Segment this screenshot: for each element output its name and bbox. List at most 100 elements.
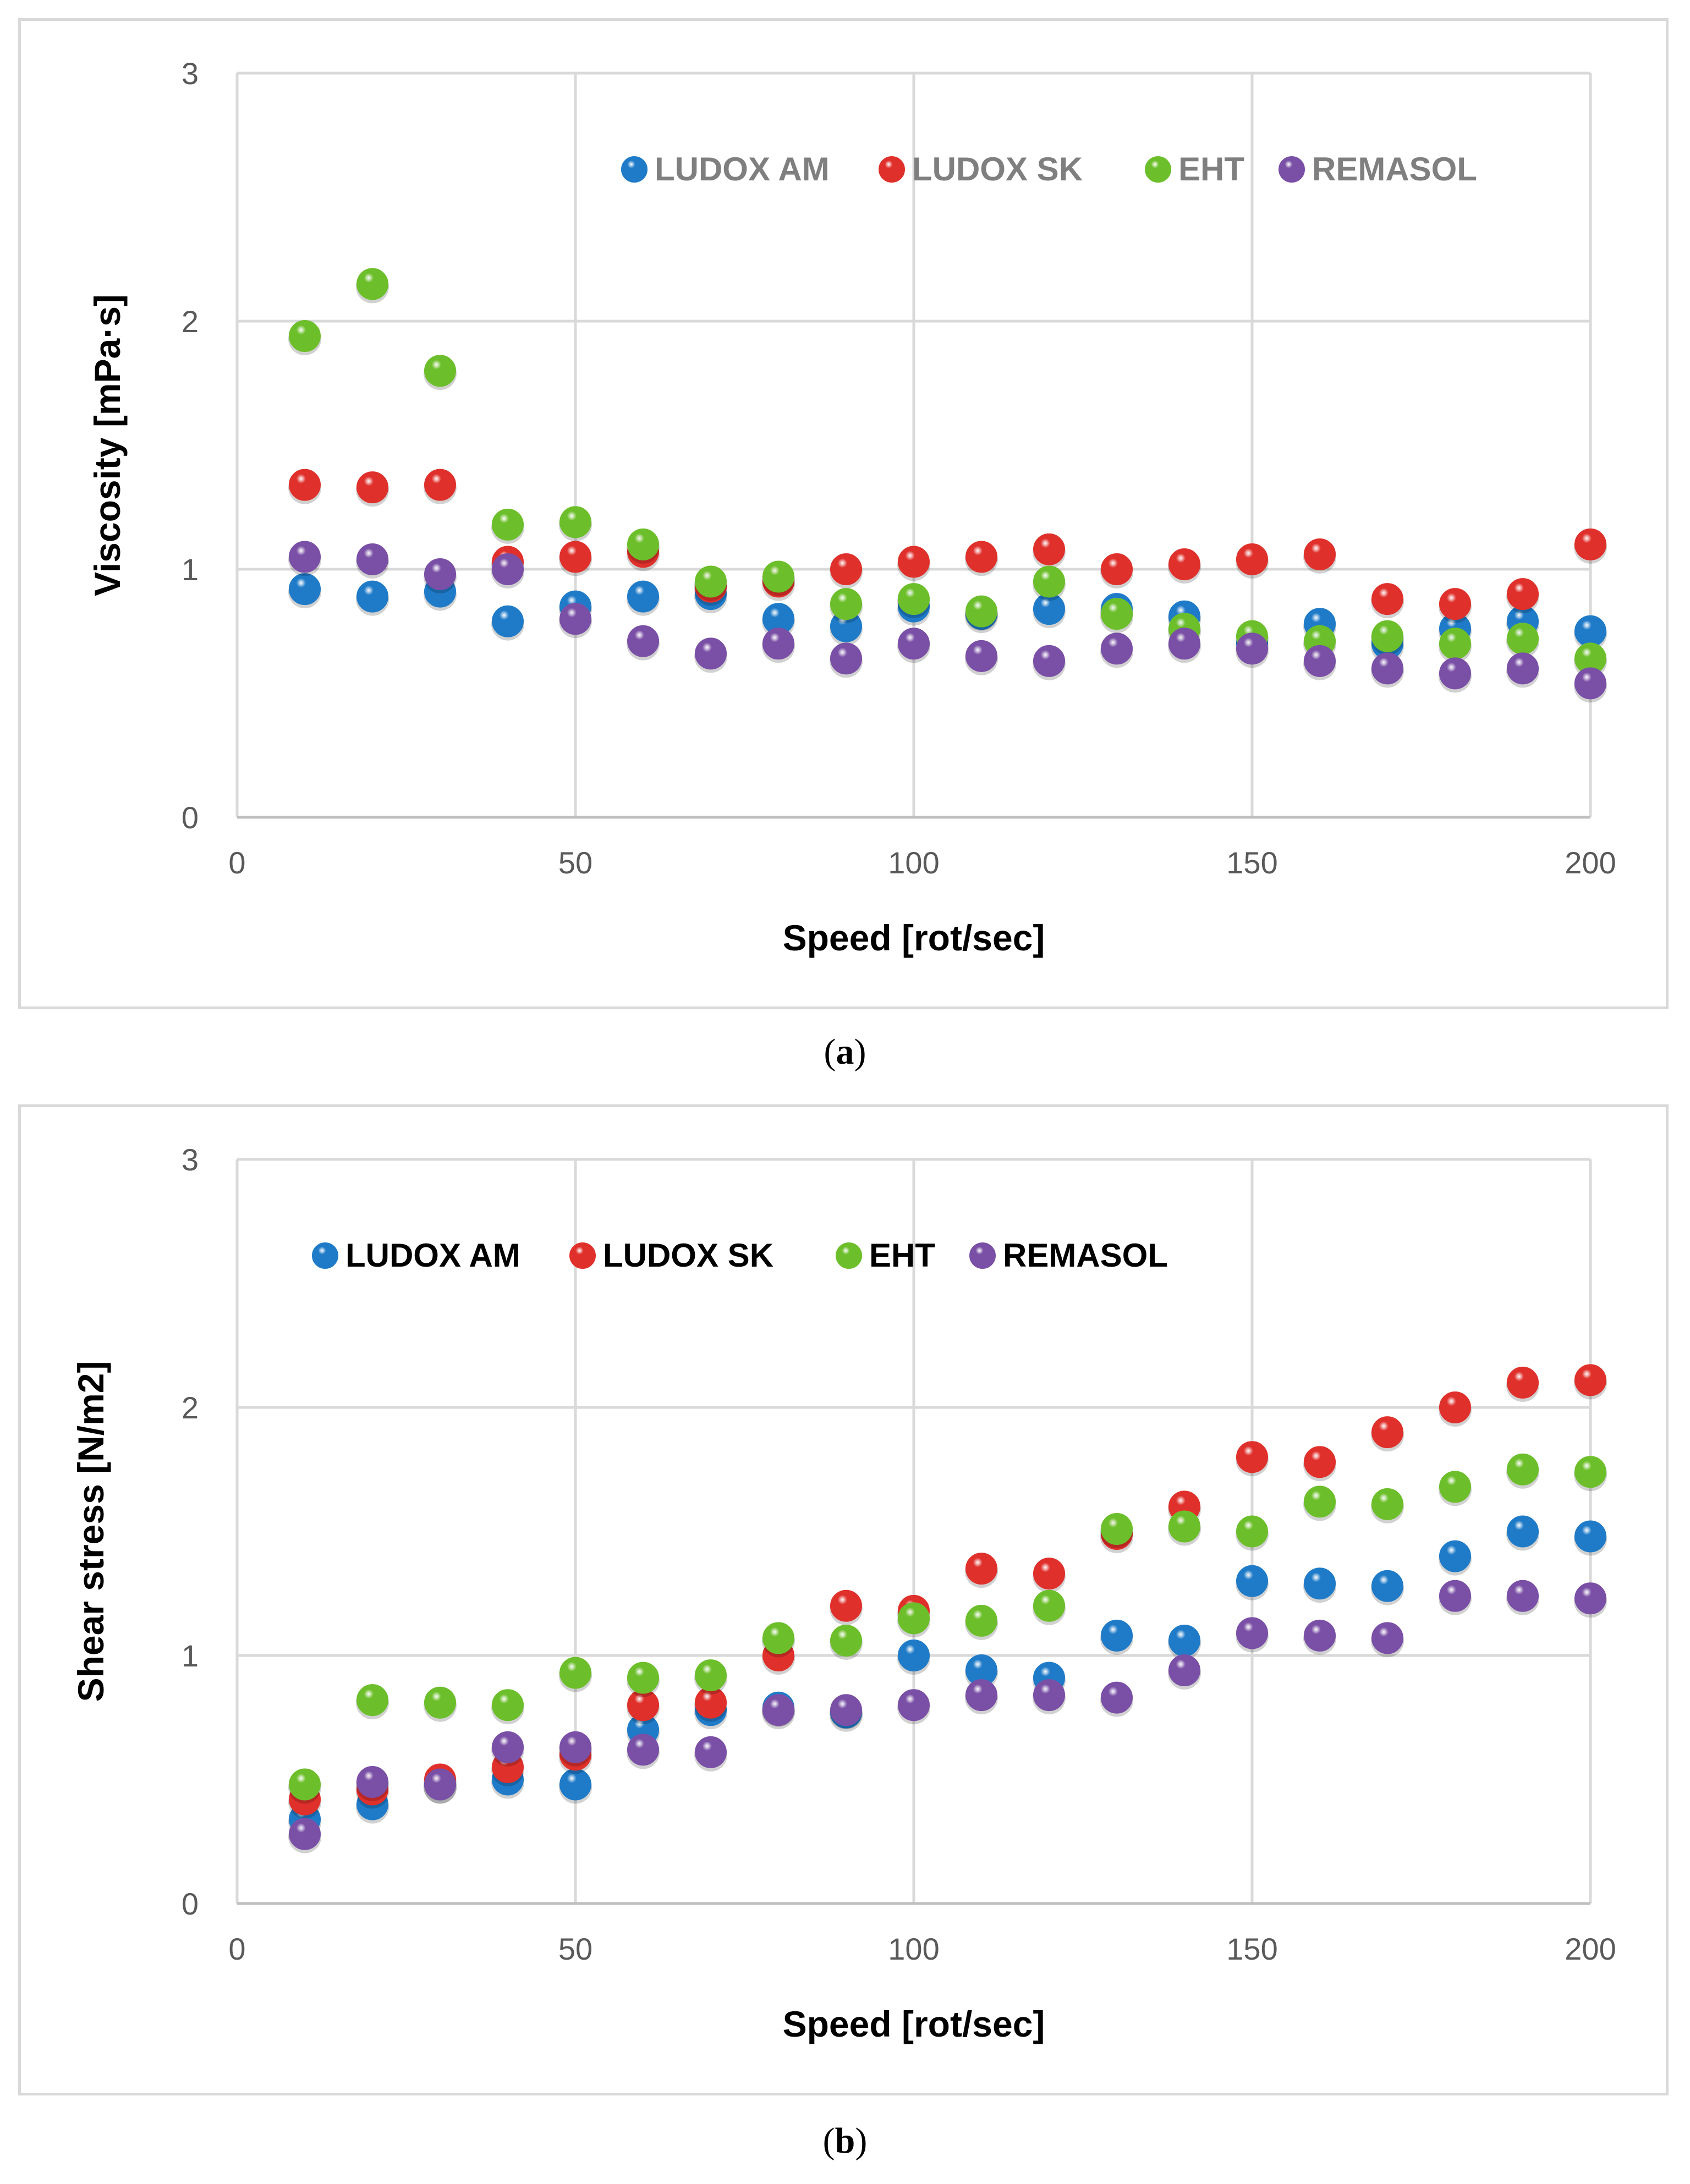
point-remasol-160 bbox=[1304, 1619, 1336, 1652]
point-ludox-am-20 bbox=[356, 580, 388, 613]
point-eht-120 bbox=[1033, 1589, 1065, 1622]
point-ludox-sk-160 bbox=[1304, 538, 1336, 570]
point-eht-80 bbox=[762, 1622, 794, 1654]
chart-panel-b: 0 1 2 3 0 50 100 150 200 Speed [rot/sec] Shear str… bbox=[18, 1104, 1669, 2095]
point-eht-60 bbox=[627, 528, 659, 560]
point-remasol-70 bbox=[695, 637, 727, 670]
point-eht-20 bbox=[356, 1684, 388, 1717]
point-remasol-40 bbox=[492, 553, 524, 585]
y-tick-label: 2 bbox=[182, 304, 199, 339]
point-ludox-am-60 bbox=[627, 580, 659, 613]
series-eht bbox=[288, 268, 1607, 678]
point-eht-160 bbox=[1304, 1486, 1336, 1518]
point-remasol-110 bbox=[965, 640, 997, 672]
point-eht-140 bbox=[1168, 1510, 1200, 1543]
point-eht-170 bbox=[1371, 620, 1403, 652]
point-remasol-180 bbox=[1439, 657, 1471, 690]
point-eht-130 bbox=[1101, 598, 1133, 630]
point-ludox-am-200 bbox=[1574, 615, 1606, 647]
point-ludox-am-190 bbox=[1507, 1515, 1539, 1548]
y-axis-title: Viscosity [mPa·s] bbox=[87, 294, 128, 596]
point-ludox-am-170 bbox=[1371, 1570, 1403, 1602]
point-eht-200 bbox=[1574, 1456, 1606, 1488]
x-axis-title: Speed [rot/sec] bbox=[783, 2004, 1045, 2044]
caption-a: (a) bbox=[824, 1032, 866, 1072]
point-ludox-sk-170 bbox=[1371, 583, 1403, 615]
point-eht-180 bbox=[1439, 628, 1471, 660]
x-tick-label: 50 bbox=[558, 845, 592, 880]
point-eht-30 bbox=[424, 1686, 456, 1719]
point-remasol-30 bbox=[424, 1768, 456, 1801]
point-eht-170 bbox=[1371, 1488, 1403, 1520]
legend-marker-eht bbox=[1145, 156, 1171, 183]
point-ludox-am-100 bbox=[898, 1640, 930, 1671]
y-tick-label: 0 bbox=[182, 800, 199, 835]
point-eht-100 bbox=[898, 1602, 930, 1635]
point-ludox-sk-200 bbox=[1574, 1364, 1606, 1396]
legend-marker-remasol bbox=[1279, 156, 1305, 183]
legend-marker-remasol bbox=[969, 1242, 996, 1269]
point-eht-30 bbox=[424, 355, 456, 387]
point-eht-10 bbox=[289, 320, 321, 353]
legend-label-ludox-sk: LUDOX SK bbox=[912, 151, 1083, 188]
legend-label-eht: EHT bbox=[869, 1237, 935, 1274]
point-ludox-sk-120 bbox=[1033, 1558, 1065, 1590]
point-eht-190 bbox=[1507, 1453, 1539, 1486]
point-ludox-am-160 bbox=[1304, 1567, 1336, 1600]
point-eht-110 bbox=[965, 595, 997, 628]
point-ludox-am-130 bbox=[1101, 1619, 1133, 1652]
y-tick-label: 3 bbox=[182, 1142, 199, 1177]
point-ludox-am-200 bbox=[1574, 1520, 1606, 1553]
point-remasol-10 bbox=[289, 1818, 321, 1850]
point-remasol-50 bbox=[559, 603, 591, 635]
legend-label-ludox-am: LUDOX AM bbox=[655, 151, 830, 188]
point-eht-130 bbox=[1101, 1512, 1133, 1545]
series-ludox-sk bbox=[288, 469, 1607, 624]
point-remasol-20 bbox=[356, 1766, 388, 1798]
point-remasol-190 bbox=[1507, 652, 1539, 685]
point-ludox-sk-90 bbox=[830, 1589, 862, 1622]
point-ludox-sk-160 bbox=[1304, 1446, 1336, 1478]
point-remasol-160 bbox=[1304, 645, 1336, 677]
point-remasol-200 bbox=[1574, 1582, 1606, 1615]
point-ludox-am-140 bbox=[1168, 1624, 1200, 1657]
point-ludox-sk-120 bbox=[1033, 533, 1065, 565]
point-ludox-sk-30 bbox=[424, 469, 456, 501]
point-remasol-10 bbox=[289, 541, 321, 573]
point-ludox-sk-180 bbox=[1439, 1391, 1471, 1423]
point-eht-150 bbox=[1236, 1515, 1268, 1548]
legend-marker-ludox-sk bbox=[569, 1242, 596, 1269]
series-ludox-am bbox=[288, 573, 1607, 663]
x-tick-label: 200 bbox=[1565, 1932, 1616, 1966]
legend-label-remasol: REMASOL bbox=[1312, 151, 1477, 188]
point-ludox-sk-150 bbox=[1236, 543, 1268, 575]
point-eht-50 bbox=[559, 506, 591, 538]
y-tick-label: 1 bbox=[182, 552, 199, 587]
point-eht-80 bbox=[762, 560, 794, 593]
series-ludox-sk bbox=[288, 1364, 1607, 1819]
point-eht-50 bbox=[559, 1657, 591, 1689]
legend: LUDOX AM LUDOX SK EHT REMASOL bbox=[621, 151, 1477, 188]
point-ludox-sk-180 bbox=[1439, 588, 1471, 620]
viscosity-chart: 0 1 2 3 0 50 100 150 200 Speed [rot/sec] Viscosity… bbox=[87, 56, 1616, 958]
legend-label-ludox-sk: LUDOX SK bbox=[603, 1237, 773, 1274]
series-eht bbox=[288, 1453, 1607, 1804]
point-remasol-60 bbox=[627, 625, 659, 657]
point-remasol-170 bbox=[1371, 652, 1403, 685]
point-remasol-50 bbox=[559, 1731, 591, 1763]
x-tick-label: 200 bbox=[1565, 845, 1616, 880]
x-axis-title: Speed [rot/sec] bbox=[783, 917, 1045, 958]
chart-panel-a: 0 1 2 3 0 50 100 150 200 Speed [rot/sec] Viscosity… bbox=[18, 18, 1669, 1009]
point-remasol-140 bbox=[1168, 628, 1200, 660]
point-remasol-20 bbox=[356, 543, 388, 575]
point-eht-120 bbox=[1033, 565, 1065, 598]
point-ludox-sk-90 bbox=[830, 553, 862, 585]
caption-b: (b) bbox=[822, 2121, 868, 2161]
point-remasol-200 bbox=[1574, 667, 1606, 700]
legend-marker-ludox-am bbox=[312, 1242, 338, 1269]
point-remasol-180 bbox=[1439, 1580, 1471, 1612]
point-ludox-sk-10 bbox=[289, 469, 321, 501]
point-remasol-150 bbox=[1236, 632, 1268, 665]
point-remasol-120 bbox=[1033, 645, 1065, 677]
point-eht-10 bbox=[289, 1768, 321, 1801]
